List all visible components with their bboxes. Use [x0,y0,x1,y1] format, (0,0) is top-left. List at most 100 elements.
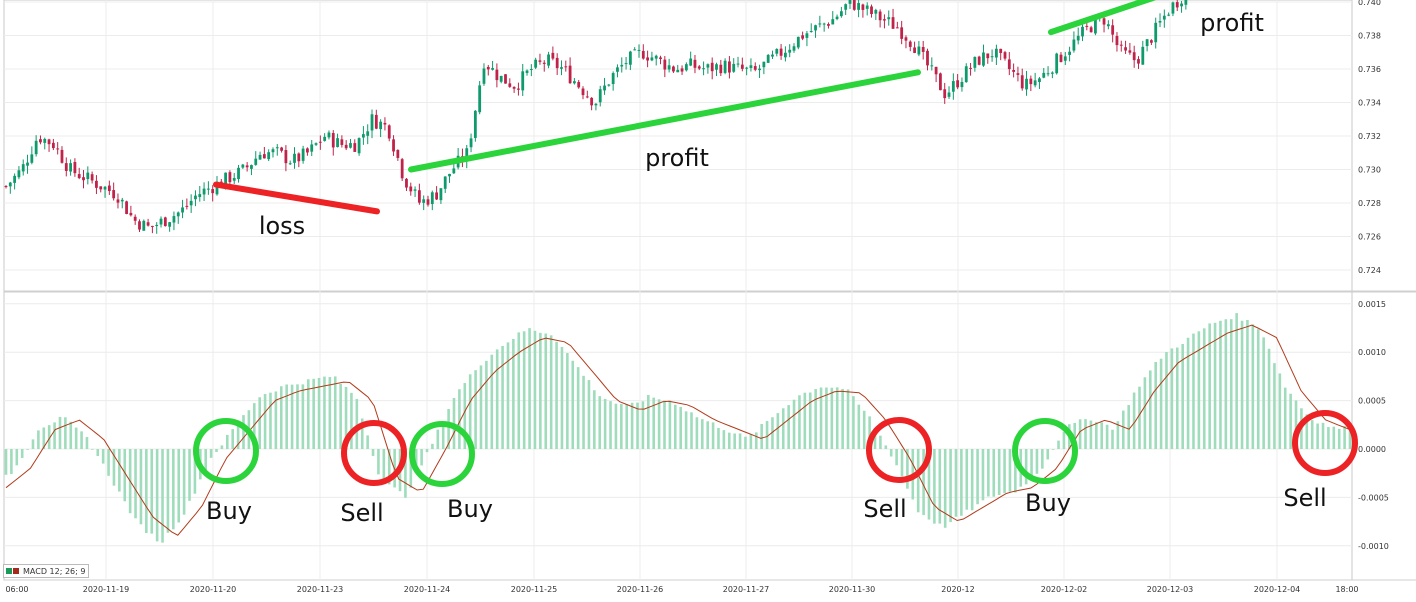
candle-body [857,3,860,10]
candle-body [409,186,413,192]
candle-body [1119,44,1123,46]
signal-circle-buy [1012,418,1078,484]
candle-body [654,55,658,59]
candle-body [250,165,253,169]
candle-body [112,190,116,199]
macd-histogram-bar [258,397,261,449]
macd-histogram-bar [1229,319,1233,449]
macd-histogram-bar [620,403,623,449]
candle-body [82,177,85,181]
macd-histogram-bar [522,331,526,449]
candle-body [969,67,972,69]
candle-body [448,173,451,177]
candle-body [396,149,400,158]
candle-body [452,168,456,174]
candle-body [56,148,60,150]
candle-body [646,57,650,61]
candle-body [284,150,288,164]
candle-body [151,225,154,227]
macd-histogram-bar [420,449,423,466]
x-tick-label: 2020-11-20 [190,585,237,594]
macd-histogram-bar [468,374,472,449]
candle-body [538,60,542,62]
candle-body [331,133,335,148]
candle-body [831,19,835,25]
macd-histogram-bar [906,449,909,489]
x-tick-label: 2020-11-23 [297,585,344,594]
candle-body [482,68,486,84]
candle-body [861,4,865,10]
macd-histogram-bar [226,434,229,449]
candle-body [603,85,606,91]
macd-histogram-bar [1084,419,1087,449]
macd-histogram-bar [846,389,850,449]
macd-histogram-bar [1057,440,1060,449]
candle-body [116,199,120,203]
macd-histogram-bar [895,449,898,466]
macd-histogram-bar [733,433,736,449]
macd-histogram-bar [290,384,294,449]
macd-histogram-bar [549,335,553,449]
macd-histogram-bar [997,449,1001,496]
macd-signal-line [5,324,1351,536]
candle-body [913,47,916,53]
macd-histogram-bar [1235,313,1238,449]
x-tick-label: 2020-12-03 [1147,585,1194,594]
candle-body [8,182,12,187]
candle-body [1106,24,1110,27]
candle-body [366,131,370,136]
macd-histogram-bar [981,449,985,501]
macd-histogram-bar [960,449,963,516]
signal-label-sell: Sell [863,495,906,523]
macd-histogram-bar [431,443,434,449]
candle-body [809,31,813,33]
candle-body [883,19,886,21]
macd-histogram-bar [1213,322,1217,449]
macd-histogram-bar [1073,422,1077,449]
candle-body [1141,46,1145,65]
macd-histogram-bar [80,431,83,449]
candle-body [293,153,296,163]
candle-body [172,216,176,223]
candle-body [133,216,137,221]
candle-body [1175,2,1179,8]
macd-histogram-bar [1294,400,1298,449]
candle-body [848,0,852,4]
macd-histogram-bar [344,386,348,449]
candle-body [710,62,714,72]
macd-histogram-bar [1024,449,1028,485]
macd-histogram-bar [706,421,709,449]
macd-histogram-bar [798,395,801,449]
candle-body [370,114,374,131]
candle-body [1158,21,1162,23]
candle-body [1059,54,1063,62]
macd-histogram-bar [252,403,256,449]
candle-body [43,138,47,143]
candle-body [796,36,800,48]
macd-histogram-bar [787,405,790,449]
macd-histogram-bar [517,332,521,449]
macd-histogram-bar [1132,392,1136,449]
candle-body [224,172,228,187]
candle-body [1128,50,1132,53]
candle-body [379,121,383,130]
macd-histogram-bar [884,445,888,449]
candle-body [1184,0,1188,5]
macd-histogram-bar [533,330,537,449]
macd-histogram-bar [776,413,780,449]
macd-histogram-bar [155,449,159,542]
candle-body [138,221,141,230]
macd-histogram-bar [485,360,488,449]
candle-body [417,190,421,203]
trade-label-profit: profit [645,144,709,172]
macd-histogram-bar [1116,421,1120,449]
candle-body [585,96,589,98]
candle-body [534,59,538,68]
candle-body [262,154,266,159]
candle-body [736,63,740,65]
macd-histogram-bar [792,399,796,449]
macd-histogram-bar [31,439,35,449]
candle-body [908,41,912,47]
candle-body [1012,69,1016,72]
candle-body [676,69,680,73]
